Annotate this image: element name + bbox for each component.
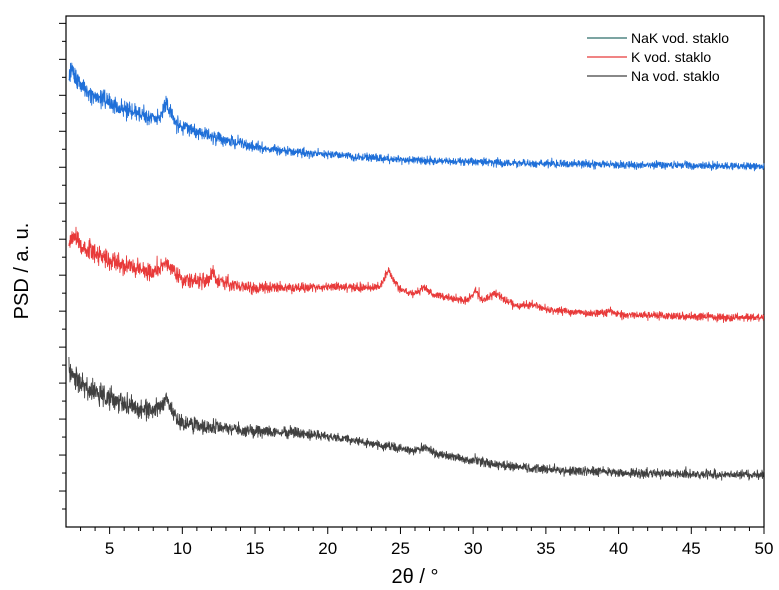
x-tick-label: 15 bbox=[246, 539, 265, 558]
legend-label: Na vod. staklo bbox=[631, 68, 720, 84]
x-tick-label: 25 bbox=[391, 539, 410, 558]
x-tick-label: 40 bbox=[609, 539, 628, 558]
legend-label: K vod. staklo bbox=[631, 49, 711, 65]
series-line-1 bbox=[68, 226, 765, 323]
legend-label: NaK vod. staklo bbox=[631, 30, 729, 46]
series-line-2 bbox=[68, 356, 765, 481]
x-tick-label: 30 bbox=[464, 539, 483, 558]
x-tick-label: 5 bbox=[105, 539, 114, 558]
x-tick-label: 10 bbox=[173, 539, 192, 558]
series-layer bbox=[68, 62, 765, 481]
x-tick-label: 35 bbox=[536, 539, 555, 558]
x-axis-label: 2θ / ° bbox=[392, 566, 439, 588]
series-line-0 bbox=[68, 62, 765, 172]
y-axis-label: PSD / a. u. bbox=[11, 223, 33, 320]
legend: NaK vod. staklo K vod. staklo Na vod. stak… bbox=[587, 30, 729, 84]
x-tick-label: 45 bbox=[682, 539, 701, 558]
x-tick-label: 20 bbox=[318, 539, 337, 558]
y-axis-ticks bbox=[59, 22, 66, 510]
x-axis-ticks: 5 10 15 20 25 30 35 40 45 50 bbox=[80, 527, 774, 558]
x-tick-label: 50 bbox=[755, 539, 774, 558]
